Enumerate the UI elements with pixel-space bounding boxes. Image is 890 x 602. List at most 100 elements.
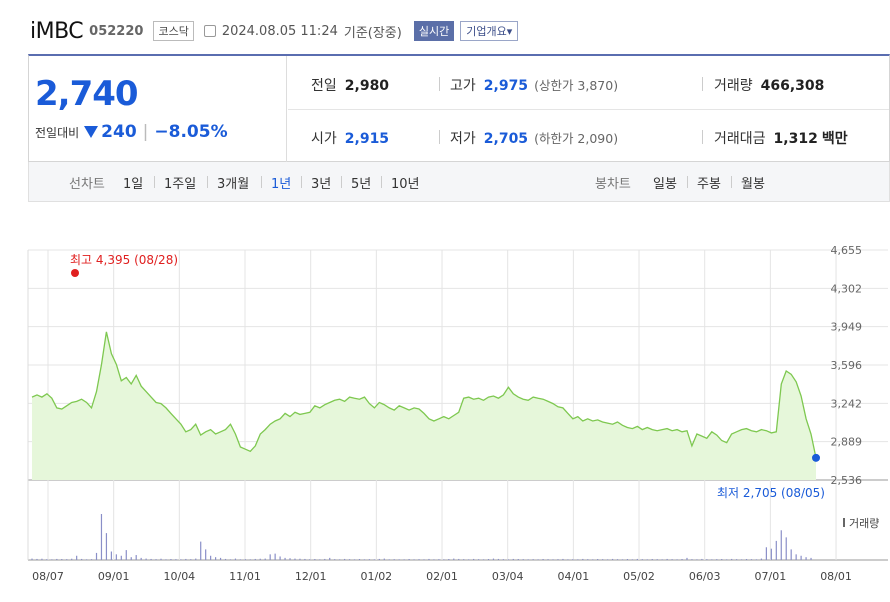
volume-bar <box>602 559 604 560</box>
volume-bar <box>721 559 723 560</box>
x-tick-label: 09/01 <box>98 570 130 583</box>
volume-bar <box>363 559 366 560</box>
volume-bar <box>567 559 569 560</box>
calendar-icon <box>203 25 216 37</box>
quote-panel: 2,740 전일대비 240 | −8.05% 전일 2,980 고가 2,975 (… <box>28 54 890 162</box>
volume-bar <box>378 558 380 560</box>
volume-bar <box>711 559 713 560</box>
volume-bar <box>135 555 137 560</box>
volume-bar <box>244 559 246 560</box>
price-chart[interactable]: 4,655 4,302 3,949 3,596 3,242 2,889 2,536 08/0… <box>0 230 890 602</box>
volume-bar <box>289 558 291 560</box>
tab-weekly[interactable]: 주봉 <box>697 177 721 192</box>
volume-legend-icon <box>843 518 845 527</box>
volume-bar <box>339 559 341 560</box>
volume-bar <box>706 559 708 560</box>
volume-bar <box>716 559 718 560</box>
volume-bar <box>626 559 629 560</box>
volume-bar <box>666 558 668 560</box>
volume-bar <box>249 559 251 560</box>
upper-limit: (상한가 3,870) <box>534 78 619 93</box>
y-tick-label: 4,655 <box>831 244 863 257</box>
volume-bar <box>195 558 197 560</box>
x-tick-label: 06/03 <box>689 570 721 583</box>
divider <box>439 77 440 91</box>
tab-divider <box>261 176 262 188</box>
volume-bar <box>790 549 792 560</box>
volume-bar <box>329 557 331 560</box>
volume-bar <box>170 559 172 560</box>
company-overview-button[interactable]: 기업개요▾ <box>460 21 519 41</box>
tab-1d[interactable]: 1일 <box>123 177 144 192</box>
stock-code: 052220 <box>89 23 144 39</box>
volume-bar <box>676 559 678 560</box>
volume-bar <box>621 559 624 560</box>
volume-bar <box>740 559 743 560</box>
volume-bar <box>482 559 485 560</box>
volume-bar <box>51 559 53 560</box>
tab-1y[interactable]: 1년 <box>271 177 292 192</box>
volume-bar <box>294 558 296 560</box>
y-tick-label: 2,536 <box>831 474 863 487</box>
high-label: 고가 <box>450 78 476 94</box>
volume-bar <box>95 552 98 560</box>
volume-bar <box>110 551 112 560</box>
volume-bar <box>180 559 182 560</box>
tab-daily[interactable]: 일봉 <box>653 177 677 192</box>
price-line <box>31 331 817 459</box>
volume-bar <box>681 559 683 560</box>
price-box: 2,740 전일대비 240 | −8.05% <box>29 56 287 162</box>
y-tick-label: 3,596 <box>831 359 863 372</box>
tab-divider <box>341 176 342 188</box>
volume-bar <box>522 559 524 560</box>
volume-bar <box>413 559 415 560</box>
volume-bar <box>592 559 594 560</box>
tab-1w[interactable]: 1주일 <box>164 177 197 192</box>
tab-3y[interactable]: 3년 <box>311 177 332 192</box>
volume-bar <box>656 559 658 560</box>
volume-bar <box>562 558 564 560</box>
tab-monthly[interactable]: 월봉 <box>741 177 765 192</box>
volume-bar <box>800 555 802 560</box>
tab-3m[interactable]: 3개월 <box>217 177 250 192</box>
volume-bar <box>344 558 346 560</box>
line-chart-label: 선차트 <box>69 177 105 192</box>
volume-bar <box>433 559 435 560</box>
volume-bar <box>85 559 88 560</box>
volume-bar <box>507 559 509 560</box>
volume-bar <box>319 559 321 560</box>
open-value: 2,915 <box>344 131 390 147</box>
volume-bar <box>229 559 232 560</box>
y-tick-label: 4,302 <box>831 282 863 295</box>
volume-bar <box>36 558 38 560</box>
tab-10y[interactable]: 10년 <box>391 177 420 192</box>
volume-bar <box>254 558 256 560</box>
trading-amount: 거래대금 1,312 백만 <box>714 128 848 148</box>
open: 시가 2,915 <box>311 128 389 148</box>
tab-5y[interactable]: 5년 <box>351 177 372 192</box>
volume-bar <box>210 555 212 560</box>
volume-bar <box>373 559 375 560</box>
volume-bar <box>671 559 673 560</box>
realtime-button[interactable]: 실시간 <box>413 21 455 41</box>
volume-bar <box>125 550 127 560</box>
volume-bar <box>234 558 237 560</box>
prev-close: 전일 2,980 <box>311 75 389 95</box>
volume-bar <box>631 559 634 560</box>
volume-bar <box>726 559 728 560</box>
timestamp-basis: 기준(장중) <box>343 25 402 41</box>
x-tick-label: 12/01 <box>295 570 327 583</box>
volume-bar <box>279 556 281 560</box>
volume-bar <box>56 558 58 560</box>
volume-bar <box>745 559 748 560</box>
volume-bar <box>76 555 78 560</box>
stock-header: iMBC 052220 코스닥 2024.08.05 11:24 기준(장중) … <box>30 16 519 46</box>
volume-bar <box>348 559 351 560</box>
volume-bar <box>61 559 63 560</box>
change-divider: | <box>142 122 149 142</box>
volume-bar <box>165 559 167 560</box>
volume-legend: 거래량 <box>849 517 879 530</box>
change-row: 전일대비 240 | −8.05% <box>35 122 228 142</box>
volume-bar <box>150 558 152 560</box>
x-tick-label: 08/07 <box>32 570 64 583</box>
